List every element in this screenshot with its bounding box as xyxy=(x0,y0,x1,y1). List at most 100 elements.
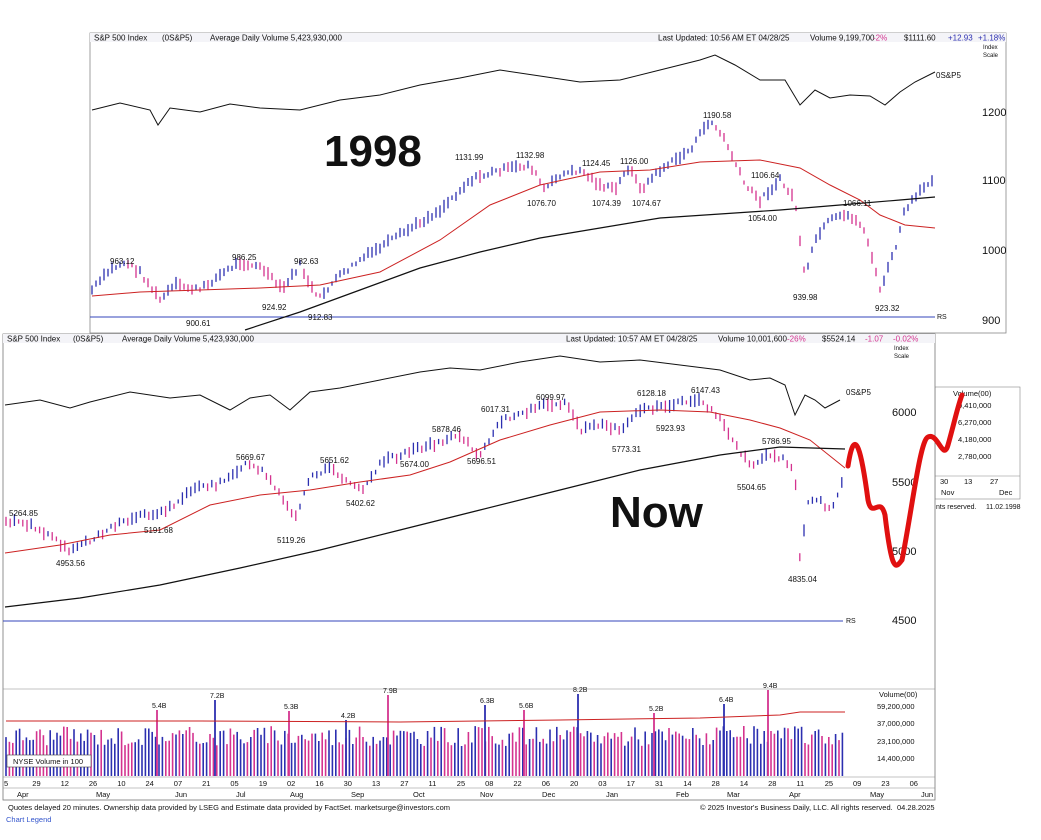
x-month-tick: May xyxy=(870,790,884,799)
top-avg-volume: Average Daily Volume 5,423,930,000 xyxy=(210,34,342,43)
top-50-day-ma xyxy=(91,159,936,297)
bottom-50-day-ma xyxy=(4,409,846,554)
top-price-label: 912.83 xyxy=(308,313,333,322)
bottom-change-pct: -0.02% xyxy=(893,335,918,344)
bottom-y-tick: 4500 xyxy=(892,615,916,627)
volume-peak-label: 8.2B xyxy=(573,687,588,694)
x-month-tick: Aug xyxy=(290,790,303,799)
x-day-tick: 13 xyxy=(372,779,380,788)
top-index-label: Index xyxy=(983,45,998,51)
top-peek-vol-tick: 9,410,000 xyxy=(958,401,991,410)
top-peek-date: 27 xyxy=(990,477,998,486)
x-day-tick: 05 xyxy=(230,779,238,788)
top-peek-date: 30 xyxy=(940,477,948,486)
bottom-price-labels: 5264.85 4953.56 5191.68 5669.67 5119.26 5651.… xyxy=(9,386,817,584)
volume-tick: 37,000,000 xyxy=(877,719,915,728)
x-month-tick: Jun xyxy=(175,790,187,799)
bottom-price-label: 4835.04 xyxy=(788,575,817,584)
top-peek-rights: nts reserved. xyxy=(936,504,977,511)
volume-peak-label: 7.2B xyxy=(210,693,225,700)
x-day-tick: 25 xyxy=(457,779,465,788)
x-day-tick: 27 xyxy=(400,779,408,788)
volume-moving-average xyxy=(6,711,845,723)
x-month-tick: May xyxy=(96,790,110,799)
bottom-price-label: 5264.85 xyxy=(9,509,38,518)
bottom-price-label: 5773.31 xyxy=(612,445,641,454)
bottom-price-label: 5504.65 xyxy=(737,483,766,492)
top-peek-vol-tick: 2,780,000 xyxy=(958,452,991,461)
top-y-tick: 1000 xyxy=(982,245,1006,257)
volume-peak-label: 4.2B xyxy=(341,713,356,720)
bottom-price-label: 5786.95 xyxy=(762,437,791,446)
chart-legend-link[interactable]: Chart Legend xyxy=(6,815,51,824)
top-peek-vol-tick: 4,180,000 xyxy=(958,435,991,444)
bottom-avg-volume: Average Daily Volume 5,423,930,000 xyxy=(122,335,254,344)
bottom-price-label: 6128.18 xyxy=(637,389,666,398)
bottom-last-updated: Last Updated: 10:57 AM ET 04/28/25 xyxy=(566,335,698,344)
footer-disclaimer: Quotes delayed 20 minutes. Ownership dat… xyxy=(8,803,450,812)
x-month-tick: Oct xyxy=(413,790,426,799)
top-scale-label: Scale xyxy=(983,53,999,59)
x-day-tick: 19 xyxy=(259,779,267,788)
top-price-label: 939.98 xyxy=(793,293,818,302)
top-price-label: 924.92 xyxy=(262,303,287,312)
x-day-tick: 24 xyxy=(146,779,154,788)
top-price-label: 1124.45 xyxy=(582,159,611,168)
top-y-tick: 900 xyxy=(982,315,1000,327)
volume-peak-labels: 5.4B 7.2B 5.3B 4.2B 7.9B 6.3B 5.6B 8.2B 5.2B 6.4B… xyxy=(152,683,778,720)
bottom-volume-pct: -26% xyxy=(787,335,806,344)
top-price-label: 1190.58 xyxy=(703,111,732,120)
drawn-projection-line xyxy=(845,392,965,568)
bottom-200-day-ma xyxy=(4,446,846,608)
bottom-price-label: 5878.46 xyxy=(432,425,461,434)
volume-legend: NYSE Volume in 100 xyxy=(13,757,83,766)
top-price-label: 1066.11 xyxy=(843,199,872,208)
bottom-rs-line-label: 0S&P5 xyxy=(846,388,871,397)
top-last-updated: Last Updated: 10:56 AM ET 04/28/25 xyxy=(658,34,790,43)
x-day-tick: 11 xyxy=(796,779,804,788)
top-y-axis: 1200 1100 1000 900 xyxy=(982,107,1006,327)
x-axis-days: 5 29 12 26 10 24 07 21 05 19 02 16 30 13 27 11 25 08 22 06 2… xyxy=(4,779,918,788)
top-year-caption: 1998 xyxy=(324,127,422,176)
top-rs-line xyxy=(91,54,936,126)
top-price-bars xyxy=(91,119,933,303)
top-price-label: 1076.70 xyxy=(527,199,556,208)
top-volume: Volume 9,199,700 xyxy=(810,34,875,43)
x-day-tick: 16 xyxy=(315,779,323,788)
volume-peak-label: 6.4B xyxy=(719,697,734,704)
top-price-label: 923.32 xyxy=(875,304,900,313)
bottom-price-bars xyxy=(5,393,843,562)
top-chart-panel: S&P 500 Index (0S&P5) Average Daily Volu… xyxy=(89,32,1021,511)
x-day-tick: 06 xyxy=(910,779,918,788)
bottom-price-label: 4953.56 xyxy=(56,559,85,568)
x-day-tick: 03 xyxy=(598,779,606,788)
x-day-tick: 26 xyxy=(89,779,97,788)
x-day-tick: 20 xyxy=(570,779,578,788)
x-day-tick: 23 xyxy=(881,779,889,788)
x-month-tick: Apr xyxy=(789,790,801,799)
volume-tick: 59,200,000 xyxy=(877,702,915,711)
x-day-tick: 02 xyxy=(287,779,295,788)
x-month-tick: Apr xyxy=(17,790,29,799)
x-day-tick: 25 xyxy=(825,779,833,788)
top-price-label: 986.25 xyxy=(232,253,257,262)
x-month-tick: Jul xyxy=(236,790,246,799)
top-index-name: S&P 500 Index xyxy=(94,34,147,43)
top-price-label: 1132.98 xyxy=(516,151,545,160)
volume-bars xyxy=(5,690,844,776)
x-day-tick: 21 xyxy=(202,779,210,788)
x-day-tick: 29 xyxy=(32,779,40,788)
volume-panel: 5.4B 7.2B 5.3B 4.2B 7.9B 6.3B 5.6B 8.2B 5.2B 6.4B… xyxy=(3,683,935,776)
top-price-label: 1054.00 xyxy=(748,214,777,223)
bottom-price-label: 5696.51 xyxy=(467,457,496,466)
bottom-change: -1.07 xyxy=(865,335,884,344)
bottom-index-name: S&P 500 Index xyxy=(7,335,60,344)
bottom-index-label: Index xyxy=(894,346,909,352)
bottom-scale-label: Scale xyxy=(894,354,910,360)
x-day-tick: 17 xyxy=(627,779,635,788)
top-price: $1111.60 xyxy=(904,34,936,43)
top-peek-vol-tick: 6,270,000 xyxy=(958,418,991,427)
bottom-price-label: 6099.97 xyxy=(536,393,565,402)
